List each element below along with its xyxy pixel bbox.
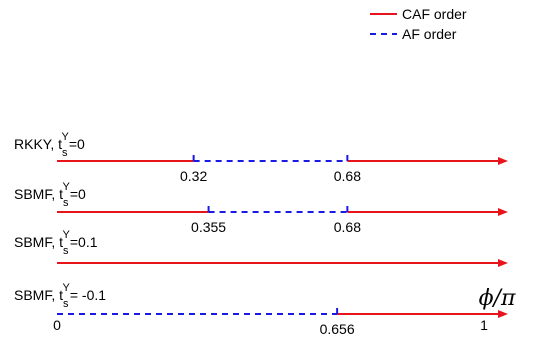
row-label-rkky: RKKY, tsY=0: [14, 131, 85, 159]
row-label-sbmf-0.1-sup: Y: [63, 229, 71, 241]
axis-end-label: 1: [480, 317, 488, 333]
row-1-arrowhead: [498, 208, 508, 216]
row-label-sbmf-0-suffix: =0: [70, 186, 86, 202]
row-label-sbmf-0-sub: s: [63, 197, 69, 209]
row-label-rkky-sub: s: [62, 147, 68, 159]
row-label-rkky-prefix: RKKY, t: [14, 136, 62, 152]
row-0-arrowhead: [498, 157, 508, 165]
legend: CAF order AF order: [370, 6, 467, 42]
row-label-sbmf-0.1-suffix: =0.1: [70, 234, 98, 250]
row-0-tick-label-0: 0.32: [180, 168, 207, 184]
row-label-sbmf-neg0.1-sup: Y: [63, 282, 71, 294]
row-3-tick-label-0: 0.656: [320, 321, 355, 337]
row-1-tick-label-1: 0.68: [334, 219, 361, 235]
axis-start-label: 0: [53, 317, 61, 333]
row-3-arrowhead: [498, 310, 508, 318]
axis-symbol: ϕ/π: [479, 286, 516, 311]
row-label-sbmf-0.1-sub: s: [63, 245, 69, 257]
row-label-sbmf-0.1-prefix: SBMF, t: [14, 234, 63, 250]
row-label-sbmf-0.1: SBMF, tsY=0.1: [14, 229, 98, 257]
row-label-sbmf-0-sup: Y: [63, 181, 71, 193]
row-2-arrowhead: [498, 259, 508, 267]
phase-lines: 0.32 0.68 0.355 0.68 0.656: [57, 155, 508, 337]
row-label-sbmf-neg0.1-suffix: = -0.1: [70, 287, 106, 303]
row-1-tick-label-0: 0.355: [191, 219, 226, 235]
row-label-sbmf-neg0.1-prefix: SBMF, t: [14, 287, 63, 303]
row-label-rkky-suffix: =0: [69, 136, 85, 152]
row-label-sbmf-neg0.1: SBMF, tsY= -0.1: [14, 282, 106, 310]
row-label-sbmf-neg0.1-sub: s: [63, 298, 69, 310]
row-label-sbmf-0: SBMF, tsY=0: [14, 181, 86, 209]
legend-af-label: AF order: [402, 26, 457, 42]
row-label-sbmf-0-prefix: SBMF, t: [14, 186, 63, 202]
legend-caf-label: CAF order: [402, 6, 467, 22]
row-label-rkky-sup: Y: [62, 131, 70, 143]
row-0-tick-label-1: 0.68: [334, 168, 361, 184]
